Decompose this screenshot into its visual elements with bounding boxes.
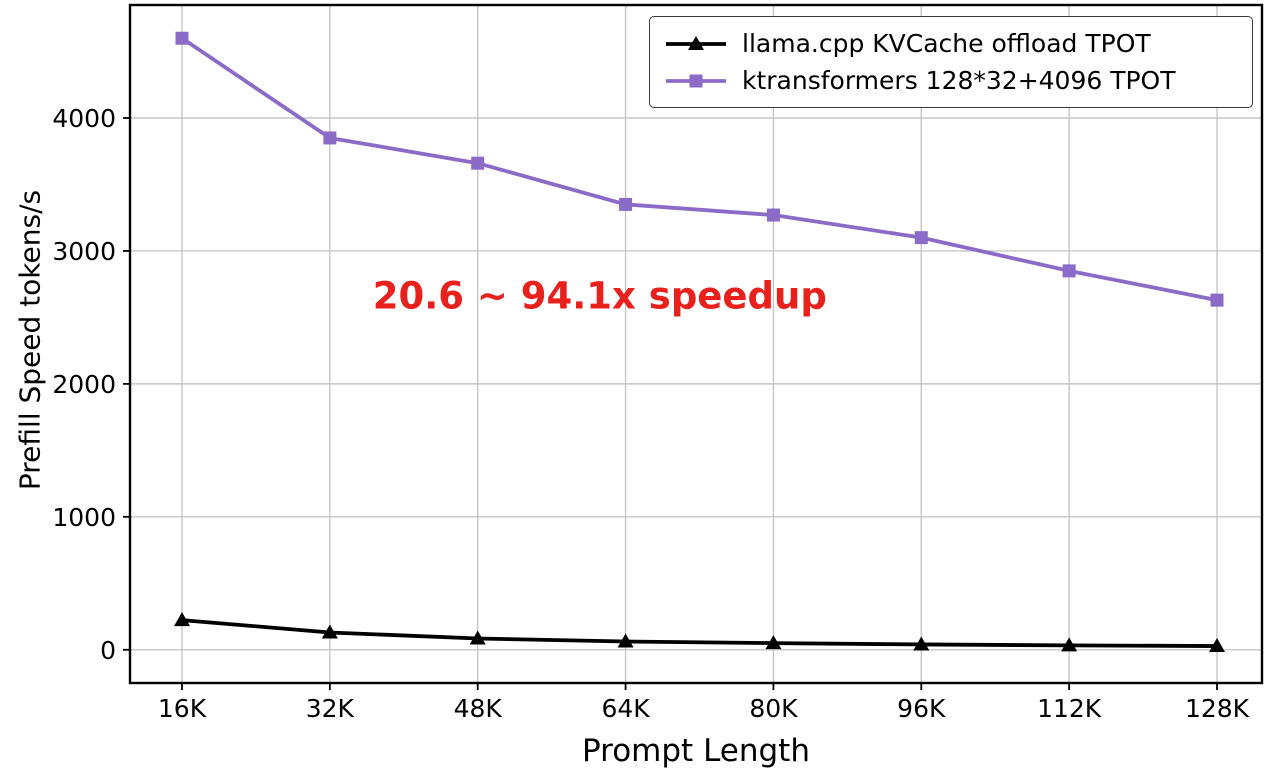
triangle-marker xyxy=(1061,637,1078,652)
square-marker xyxy=(1210,293,1224,307)
square-marker xyxy=(619,197,633,211)
y-tick-label: 1000 xyxy=(52,503,116,532)
legend: llama.cpp KVCache offload TPOT ktransform… xyxy=(649,16,1253,108)
x-tick-label: 64K xyxy=(601,694,650,723)
x-tick-label: 48K xyxy=(454,694,503,723)
series-line-0 xyxy=(180,618,1219,648)
speedup-annotation: 20.6 ~ 94.1x speedup xyxy=(372,274,827,318)
plot-border xyxy=(128,3,1264,685)
legend-line-sample xyxy=(666,74,726,87)
square-marker xyxy=(914,231,928,245)
y-axis-label: Prefill Speed tokens/s xyxy=(13,189,47,491)
x-axis-label: Prompt Length xyxy=(582,733,810,769)
legend-line-sample xyxy=(666,35,726,50)
legend-item: ktransformers 128*32+4096 TPOT xyxy=(664,66,1242,95)
triangle-marker xyxy=(1209,638,1225,653)
triangle-marker xyxy=(174,612,190,627)
square-marker xyxy=(323,131,337,145)
triangle-marker xyxy=(469,630,486,645)
square-marker xyxy=(1062,264,1076,278)
legend-label: ktransformers 128*32+4096 TPOT xyxy=(742,66,1176,95)
x-tick-label: 96K xyxy=(897,694,946,723)
triangle-marker xyxy=(765,635,782,650)
x-tick-label: 128K xyxy=(1185,694,1250,723)
y-tick-label: 2000 xyxy=(52,370,116,399)
y-tick-label: 3000 xyxy=(52,237,116,266)
triangle-marker xyxy=(913,636,930,651)
legend-item: llama.cpp KVCache offload TPOT xyxy=(664,29,1242,58)
y-tick-label: 0 xyxy=(100,636,116,665)
x-tick-label: 32K xyxy=(306,694,355,723)
square-marker xyxy=(766,208,780,222)
square-marker xyxy=(175,31,189,45)
series-line-1 xyxy=(180,36,1219,303)
triangle-marker xyxy=(321,624,338,639)
triangle-marker-icon xyxy=(688,35,704,50)
triangle-marker xyxy=(617,633,634,648)
x-tick-label: 112K xyxy=(1037,694,1102,723)
y-tick-label: 4000 xyxy=(52,104,116,133)
x-tick-label: 16K xyxy=(158,694,207,723)
x-tick-label: 80K xyxy=(749,694,798,723)
square-marker-icon xyxy=(689,74,703,87)
legend-label: llama.cpp KVCache offload TPOT xyxy=(742,29,1151,58)
square-marker xyxy=(471,156,485,170)
